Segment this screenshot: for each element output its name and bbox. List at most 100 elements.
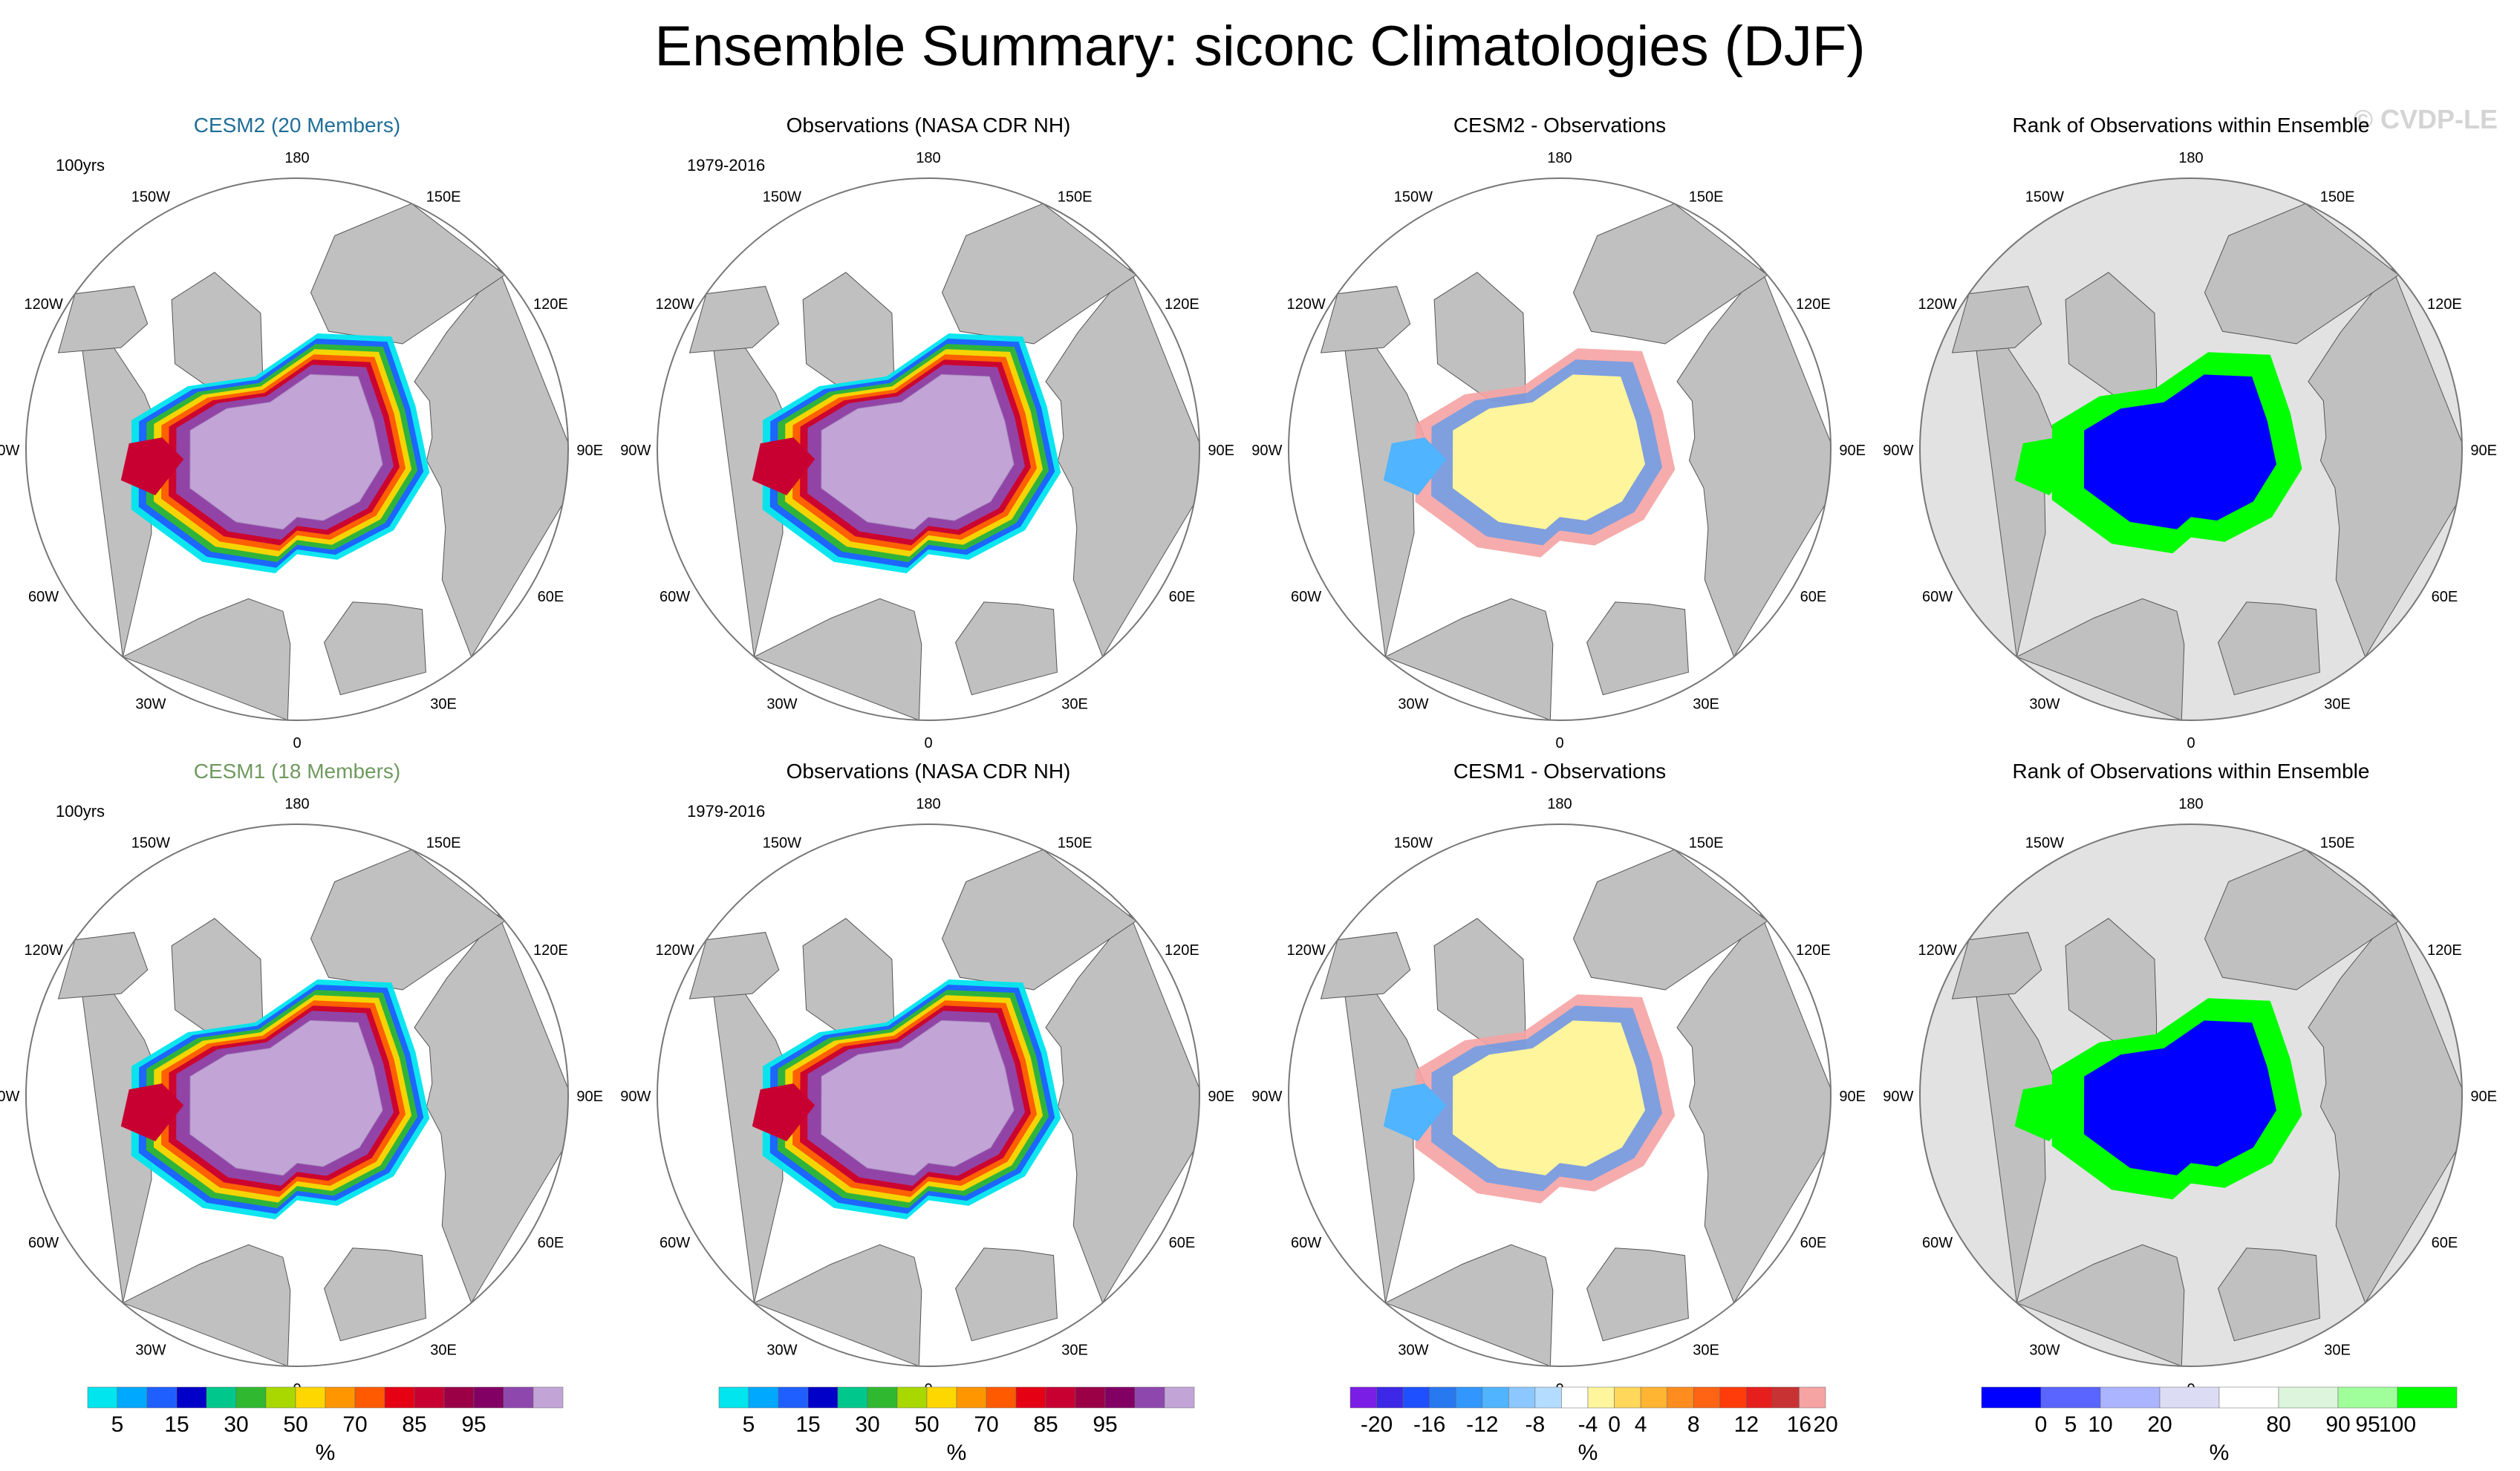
period-label: 100yrs bbox=[56, 802, 105, 821]
colorbar-tick-label: 15 bbox=[795, 1412, 820, 1437]
longitude-label: 120E bbox=[2427, 296, 2462, 313]
longitude-label: 90W bbox=[1251, 1089, 1282, 1105]
panel-title: CESM2 (20 Members) bbox=[194, 114, 401, 137]
longitude-label: 120E bbox=[1796, 942, 1831, 959]
colorbar-swatch bbox=[1693, 1386, 1721, 1409]
colorbar-swatch bbox=[1402, 1386, 1430, 1409]
longitude-label: 90E bbox=[1208, 443, 1234, 459]
longitude-label: 30W bbox=[766, 1342, 797, 1358]
colorbar-tick-label: 5 bbox=[743, 1412, 755, 1437]
longitude-label: 120W bbox=[1918, 296, 1956, 313]
longitude-label: 90E bbox=[1208, 1089, 1234, 1105]
longitude-label: 60W bbox=[28, 1235, 59, 1251]
longitude-label: 120E bbox=[1165, 942, 1199, 959]
land-mass bbox=[324, 1247, 426, 1342]
colorbar-swatch bbox=[2100, 1386, 2161, 1409]
colorbar-swatch bbox=[206, 1386, 237, 1409]
longitude-label: 0 bbox=[293, 735, 301, 751]
colorbar-unit: % bbox=[947, 1441, 967, 1465]
longitude-label: 60E bbox=[538, 1235, 564, 1251]
map-layers bbox=[26, 824, 568, 1366]
colorbar-tick-label: 70 bbox=[342, 1412, 367, 1437]
longitude-label: 90W bbox=[1883, 443, 1913, 459]
colorbar: -20 -16 -12 -8 -4 0 4 8 12 16 20% bbox=[1349, 1386, 1838, 1465]
map-panel: Rank of Observations within Ensemble 180 1… bbox=[1883, 114, 2497, 751]
map-layers bbox=[1289, 178, 1831, 720]
longitude-label: 30E bbox=[430, 696, 457, 712]
longitude-label: 180 bbox=[284, 796, 309, 812]
longitude-label: 90E bbox=[1839, 443, 1866, 459]
ice-field bbox=[821, 1020, 1015, 1176]
ice-field bbox=[821, 374, 1015, 530]
colorbar: 5 15 30 50 70 85 95% bbox=[718, 1386, 1195, 1465]
ice-field bbox=[2083, 1020, 2276, 1175]
map-panel: CESM1 - Observations 180 150E 120E 90E 60E 30E… bbox=[1251, 760, 1866, 1397]
longitude-label: 90W bbox=[0, 1089, 19, 1105]
longitude-label: 120W bbox=[655, 942, 694, 959]
land-mass bbox=[955, 1247, 1058, 1342]
longitude-label: 120W bbox=[1286, 296, 1325, 313]
panel-title: Rank of Observations within Ensemble bbox=[2013, 760, 2370, 783]
colorbar-swatch bbox=[146, 1386, 178, 1409]
land-mass bbox=[955, 601, 1058, 696]
colorbar-tick-label: 85 bbox=[402, 1412, 426, 1437]
colorbar-tick-label: 30 bbox=[224, 1412, 248, 1437]
colorbar-tick-label: -4 bbox=[1578, 1412, 1598, 1437]
panel-title: CESM1 (18 Members) bbox=[194, 760, 401, 783]
hudson-bay-ice bbox=[752, 437, 815, 495]
land-mass bbox=[1676, 267, 1831, 658]
land-mass bbox=[57, 932, 149, 999]
land-mass bbox=[2065, 272, 2158, 408]
colorbar-swatch bbox=[1134, 1386, 1165, 1409]
colorbar-tick-label: 15 bbox=[164, 1412, 189, 1437]
colorbar-tick-label: 100 bbox=[2379, 1412, 2416, 1437]
ice-field bbox=[1452, 374, 1645, 529]
map-boundary bbox=[657, 823, 1200, 1367]
longitude-label: 150E bbox=[2320, 189, 2355, 206]
colorbar-tick-label: 20 bbox=[2147, 1412, 2172, 1437]
longitude-label: 0 bbox=[1555, 735, 1563, 751]
longitude-label: 120E bbox=[533, 942, 568, 959]
longitude-label: 150W bbox=[2025, 189, 2064, 206]
land-mass bbox=[688, 932, 780, 999]
colorbar-tick-label: 95 bbox=[1093, 1412, 1117, 1437]
map-boundary bbox=[1288, 823, 1832, 1367]
longitude-label: 120W bbox=[24, 296, 62, 313]
longitude-label: 150E bbox=[426, 189, 461, 206]
longitude-label: 180 bbox=[916, 796, 940, 812]
colorbar-swatch bbox=[718, 1386, 749, 1409]
longitude-label: 60E bbox=[2432, 589, 2458, 605]
longitude-label: 180 bbox=[1547, 796, 1572, 812]
colorbar-swatch bbox=[1015, 1386, 1046, 1409]
land-mass bbox=[414, 913, 568, 1304]
colorbar-swatch bbox=[2218, 1386, 2279, 1409]
map-boundary bbox=[1919, 177, 2463, 721]
colorbar-swatch bbox=[986, 1386, 1017, 1409]
colorbar-tick-label: 5 bbox=[2065, 1412, 2077, 1437]
period-label: 1979-2016 bbox=[687, 802, 765, 821]
longitude-label: 120E bbox=[2427, 942, 2462, 959]
colorbar-swatch bbox=[2337, 1386, 2398, 1409]
colorbar-swatch bbox=[1508, 1386, 1536, 1409]
hudson-bay-ice bbox=[1383, 437, 1447, 495]
longitude-label: 150E bbox=[426, 835, 461, 852]
map-layers bbox=[1920, 178, 2462, 720]
longitude-label: 150W bbox=[131, 189, 170, 206]
map-boundary bbox=[657, 177, 1200, 721]
land-mass bbox=[1045, 267, 1199, 658]
map-boundary bbox=[1288, 177, 1832, 721]
period-label: 1979-2016 bbox=[687, 156, 765, 175]
longitude-label: 150E bbox=[2320, 835, 2355, 852]
colorbar-swatch bbox=[235, 1386, 267, 1409]
panel-title: Observations (NASA CDR NH) bbox=[787, 114, 1071, 137]
colorbar-swatch bbox=[354, 1386, 385, 1409]
colorbar-tick-label: 70 bbox=[974, 1412, 998, 1437]
longitude-label: 180 bbox=[2178, 796, 2203, 812]
colorbar-swatch bbox=[473, 1386, 504, 1409]
page-title: Ensemble Summary: siconc Climatologies (… bbox=[654, 15, 1866, 78]
panel-title: CESM1 - Observations bbox=[1453, 760, 1666, 783]
watermark: © CVDP-LE bbox=[2353, 104, 2498, 134]
colorbar-tick-label: -8 bbox=[1526, 1412, 1546, 1437]
colorbar-swatch bbox=[325, 1386, 356, 1409]
longitude-label: 180 bbox=[1547, 150, 1572, 166]
